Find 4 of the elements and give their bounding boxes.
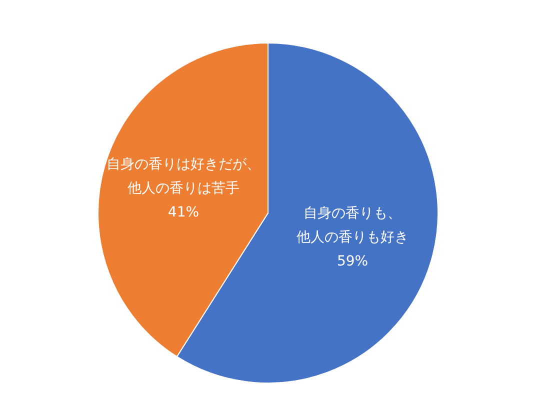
data-label: 59% [336,254,368,270]
data-label: 41% [168,204,200,221]
slice-label: 自身の香りは好きだが、他人の香りは苦手 [106,156,260,197]
slice-label: 自身の香りも、他人の香りも好き [296,206,409,246]
